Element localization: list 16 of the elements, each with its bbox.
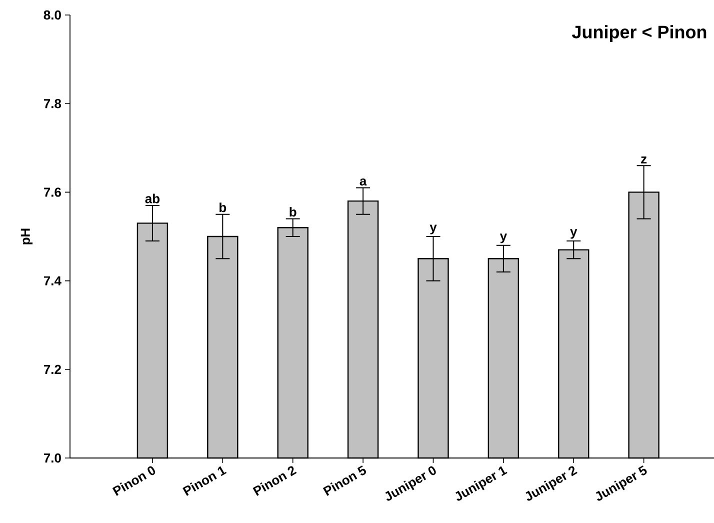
y-axis-title: pH: [20, 228, 33, 244]
y-tick-label: 7.8: [44, 98, 62, 108]
y-tick-label: 8.0: [44, 10, 61, 20]
y-tick-label: 7.6: [44, 188, 61, 197]
annotation: z: [641, 156, 647, 164]
annotation: y: [500, 234, 507, 244]
y-tick-label: 7.2: [44, 364, 61, 374]
annotation: Juniper < Pinon: [572, 25, 706, 42]
annotation: b: [290, 207, 296, 217]
annotation: b: [220, 202, 226, 212]
y-tick-label: 7.0: [44, 453, 61, 463]
annotation: ab: [145, 194, 160, 204]
annotation: y: [430, 224, 437, 234]
annotation: y: [570, 229, 578, 239]
annotation: a: [360, 178, 367, 186]
y-tick-label: 7.4: [44, 276, 62, 286]
